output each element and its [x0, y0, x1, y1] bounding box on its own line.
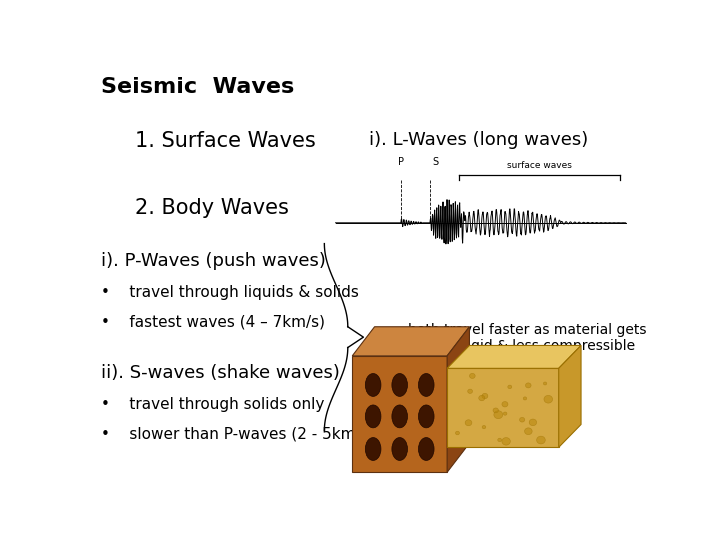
Polygon shape — [559, 346, 581, 447]
Polygon shape — [447, 368, 559, 447]
Text: 1. Surface Waves: 1. Surface Waves — [135, 131, 315, 151]
Ellipse shape — [529, 419, 536, 426]
Ellipse shape — [392, 437, 408, 461]
Ellipse shape — [392, 374, 408, 396]
Ellipse shape — [482, 393, 488, 399]
Ellipse shape — [456, 431, 459, 435]
Ellipse shape — [544, 382, 546, 385]
Text: S: S — [433, 157, 438, 167]
Text: Seismic  Waves: Seismic Waves — [101, 77, 294, 97]
Text: i). P-Waves (push waves): i). P-Waves (push waves) — [101, 252, 326, 270]
Ellipse shape — [418, 437, 434, 461]
Ellipse shape — [498, 438, 502, 442]
Ellipse shape — [508, 385, 512, 389]
Ellipse shape — [418, 374, 434, 396]
Polygon shape — [352, 327, 469, 356]
Text: both travel faster as material gets
   more rigid & less compressible: both travel faster as material gets more… — [408, 322, 647, 353]
Ellipse shape — [502, 437, 510, 445]
Ellipse shape — [392, 405, 408, 428]
Ellipse shape — [526, 383, 531, 388]
Ellipse shape — [465, 420, 472, 426]
Ellipse shape — [520, 417, 525, 422]
Text: ii). S-waves (shake waves): ii). S-waves (shake waves) — [101, 364, 340, 382]
Text: surface waves: surface waves — [507, 160, 572, 170]
Text: i). L-Waves (long waves): i). L-Waves (long waves) — [369, 131, 588, 150]
Text: •    slower than P-waves (2 - 5km/s): • slower than P-waves (2 - 5km/s) — [101, 427, 374, 442]
Ellipse shape — [365, 437, 381, 461]
Text: •    travel through solids only: • travel through solids only — [101, 397, 325, 413]
Text: 2. Body Waves: 2. Body Waves — [135, 198, 289, 218]
Ellipse shape — [418, 405, 434, 428]
Ellipse shape — [365, 374, 381, 396]
Ellipse shape — [523, 397, 527, 400]
Ellipse shape — [494, 411, 503, 418]
Text: •    fastest waves (4 – 7km/s): • fastest waves (4 – 7km/s) — [101, 314, 325, 329]
Ellipse shape — [365, 405, 381, 428]
Text: P: P — [398, 157, 404, 167]
Ellipse shape — [544, 395, 552, 403]
Ellipse shape — [503, 412, 507, 415]
Ellipse shape — [468, 389, 472, 394]
Polygon shape — [447, 327, 469, 472]
Polygon shape — [352, 356, 447, 472]
Ellipse shape — [482, 426, 486, 429]
Text: •    travel through liquids & solids: • travel through liquids & solids — [101, 285, 359, 300]
Ellipse shape — [536, 436, 545, 444]
Ellipse shape — [469, 373, 475, 379]
Ellipse shape — [479, 395, 485, 401]
Ellipse shape — [525, 428, 532, 435]
Ellipse shape — [493, 408, 498, 413]
Ellipse shape — [502, 402, 508, 407]
Polygon shape — [447, 346, 581, 368]
